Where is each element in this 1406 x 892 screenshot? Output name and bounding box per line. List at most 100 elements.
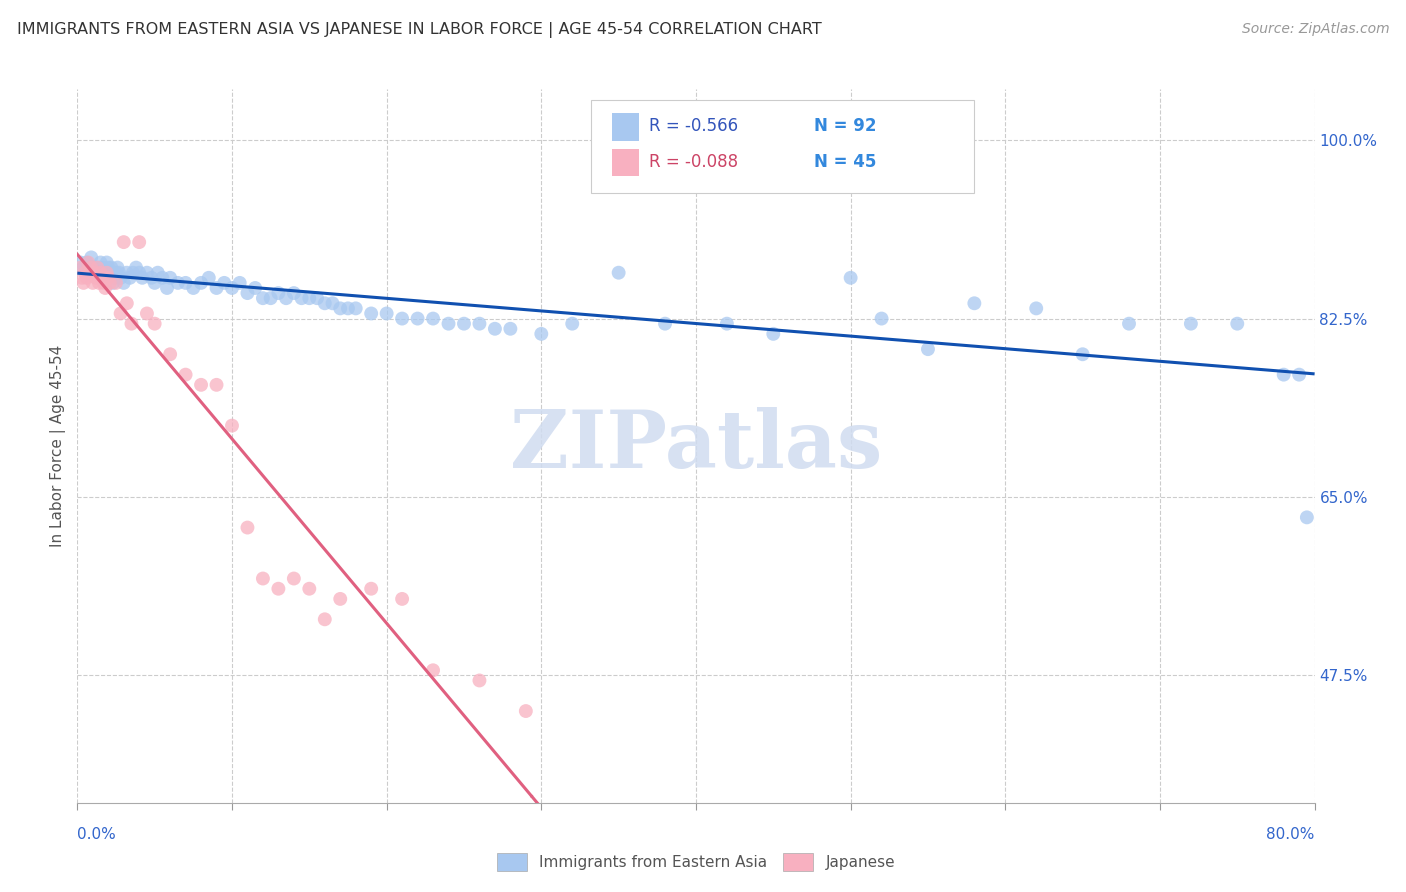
Point	[136, 306, 159, 320]
Point	[79, 266, 101, 280]
Point	[245, 281, 267, 295]
Point	[198, 270, 221, 285]
Point	[607, 266, 630, 280]
Point	[260, 291, 283, 305]
Legend: Immigrants from Eastern Asia, Japanese: Immigrants from Eastern Asia, Japanese	[491, 847, 901, 877]
Point	[344, 301, 367, 316]
Point	[87, 276, 110, 290]
Point	[716, 317, 738, 331]
Point	[103, 270, 125, 285]
Point	[236, 520, 259, 534]
Point	[82, 276, 104, 290]
Point	[159, 270, 181, 285]
Text: IMMIGRANTS FROM EASTERN ASIA VS JAPANESE IN LABOR FORCE | AGE 45-54 CORRELATION : IMMIGRANTS FROM EASTERN ASIA VS JAPANESE…	[17, 22, 821, 38]
Point	[214, 276, 236, 290]
Text: 0.0%: 0.0%	[77, 827, 117, 841]
Point	[468, 317, 491, 331]
Point	[205, 377, 228, 392]
Point	[101, 276, 124, 290]
Point	[298, 291, 321, 305]
Point	[174, 276, 197, 290]
Y-axis label: In Labor Force | Age 45-54: In Labor Force | Age 45-54	[51, 345, 66, 547]
Point	[190, 276, 212, 290]
Point	[76, 270, 98, 285]
Point	[72, 260, 94, 275]
Point	[298, 582, 321, 596]
Point	[115, 296, 138, 310]
Text: N = 45: N = 45	[814, 153, 876, 171]
Point	[1288, 368, 1310, 382]
Point	[1180, 317, 1202, 331]
Point	[80, 260, 103, 275]
Point	[70, 270, 93, 285]
Point	[422, 311, 444, 326]
Text: R = -0.566: R = -0.566	[650, 118, 738, 136]
Point	[561, 317, 583, 331]
Point	[1226, 317, 1249, 331]
Point	[391, 311, 413, 326]
Point	[314, 296, 336, 310]
Point	[69, 260, 91, 275]
Point	[128, 235, 150, 249]
Point	[267, 582, 290, 596]
Point	[291, 291, 314, 305]
Point	[1272, 368, 1295, 382]
Point	[93, 266, 115, 280]
Point	[267, 286, 290, 301]
Point	[917, 342, 939, 356]
Point	[1071, 347, 1094, 361]
Point	[375, 306, 398, 320]
Text: R = -0.088: R = -0.088	[650, 153, 738, 171]
Point	[283, 572, 305, 586]
Point	[76, 255, 98, 269]
Point	[963, 296, 986, 310]
Point	[314, 612, 336, 626]
Point	[174, 368, 197, 382]
Point	[141, 270, 163, 285]
Point	[252, 572, 274, 586]
Text: N = 92: N = 92	[814, 118, 876, 136]
Point	[1118, 317, 1140, 331]
FancyBboxPatch shape	[612, 149, 640, 177]
Point	[468, 673, 491, 688]
Point	[128, 266, 150, 280]
Point	[221, 418, 243, 433]
FancyBboxPatch shape	[591, 100, 974, 193]
Point	[69, 255, 91, 269]
Point	[205, 281, 228, 295]
Point	[84, 270, 107, 285]
Point	[100, 260, 122, 275]
Point	[110, 306, 132, 320]
Point	[112, 276, 135, 290]
Point	[329, 301, 352, 316]
Point	[122, 266, 145, 280]
Point	[86, 266, 108, 280]
Point	[98, 276, 121, 290]
Point	[108, 266, 131, 280]
Point	[83, 266, 105, 280]
Point	[360, 582, 382, 596]
Point	[236, 286, 259, 301]
Point	[93, 276, 115, 290]
Point	[86, 260, 108, 275]
Point	[143, 276, 166, 290]
Point	[110, 270, 132, 285]
Point	[1025, 301, 1047, 316]
Point	[152, 270, 174, 285]
Point	[107, 260, 129, 275]
Text: Source: ZipAtlas.com: Source: ZipAtlas.com	[1241, 22, 1389, 37]
Point	[190, 377, 212, 392]
Point	[360, 306, 382, 320]
Point	[437, 317, 460, 331]
Point	[121, 317, 143, 331]
Point	[94, 281, 117, 295]
Point	[484, 322, 506, 336]
Point	[307, 291, 329, 305]
Point	[96, 255, 118, 269]
Point	[654, 317, 676, 331]
Point	[167, 276, 190, 290]
Point	[228, 276, 252, 290]
Point	[91, 270, 114, 285]
Point	[530, 326, 553, 341]
Point	[131, 270, 153, 285]
